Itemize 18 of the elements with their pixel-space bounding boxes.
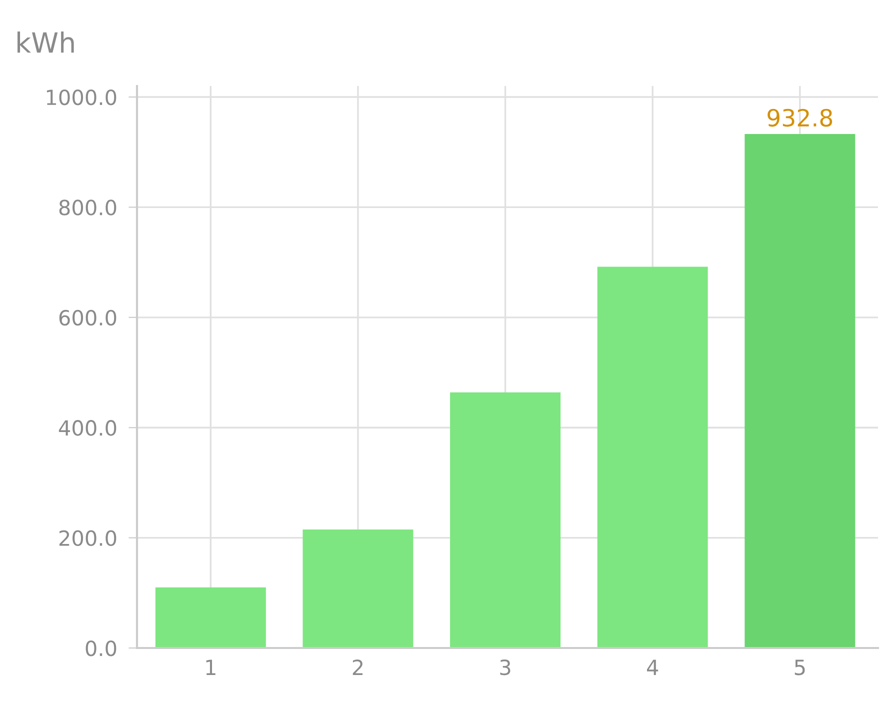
- x-tick-label: 4: [647, 660, 658, 675]
- bar: [450, 392, 561, 648]
- data-label: 932.8: [768, 108, 832, 127]
- y-tick-label: 200.0: [59, 530, 116, 546]
- bar: [597, 266, 708, 648]
- y-tick-label: 1000.0: [46, 89, 116, 106]
- bar: [302, 530, 414, 648]
- y-tick-label: 600.0: [59, 310, 116, 326]
- x-tick-label: 2: [352, 659, 363, 675]
- x-tick-label: 1: [206, 660, 216, 675]
- y-tick-label: 800.0: [59, 200, 116, 216]
- y-tick-label: 0.0: [86, 640, 116, 656]
- bar: [744, 134, 856, 648]
- x-tick-label: 3: [500, 659, 510, 676]
- y-tick-label: 400.0: [58, 420, 116, 436]
- y-axis-title: kWh: [18, 32, 74, 53]
- x-tick-label: 5: [794, 660, 805, 676]
- bar: [155, 587, 266, 648]
